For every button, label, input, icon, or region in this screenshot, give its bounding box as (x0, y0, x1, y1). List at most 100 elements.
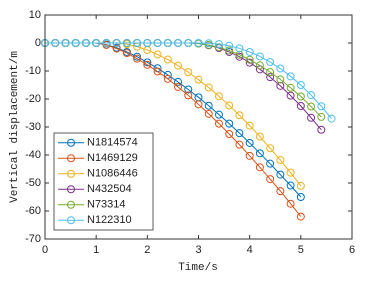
marker (255, 132, 264, 141)
marker (235, 111, 244, 120)
marker (184, 91, 193, 100)
marker (266, 73, 275, 82)
marker (214, 92, 223, 101)
marker (235, 50, 244, 59)
legend-label: N432504 (87, 183, 132, 195)
marker (163, 74, 172, 83)
legend-label: N1469129 (87, 152, 138, 164)
marker (235, 44, 244, 53)
marker (102, 39, 111, 47)
marker (317, 112, 326, 121)
x-tick-label: 3 (195, 244, 201, 256)
marker (286, 83, 295, 92)
marker (235, 129, 244, 138)
y-axis-label: Vertical displacement/m (9, 51, 21, 203)
legend-label: N73314 (87, 199, 126, 211)
marker (225, 101, 234, 110)
marker (276, 156, 285, 165)
marker (276, 64, 285, 73)
marker (245, 151, 254, 160)
legend-box (53, 132, 154, 231)
marker (245, 47, 254, 56)
marker (286, 72, 295, 81)
marker (225, 119, 234, 128)
marker (225, 41, 234, 50)
marker (317, 125, 326, 134)
marker (266, 144, 275, 153)
legend-marker (67, 138, 75, 147)
marker (214, 110, 223, 119)
y-tick-label: 0 (35, 37, 41, 49)
marker (276, 75, 285, 84)
x-axis-label: Time/s (178, 262, 218, 274)
x-tick-label: 6 (349, 244, 355, 256)
marker (81, 39, 90, 47)
marker (225, 46, 234, 55)
marker (276, 187, 285, 196)
y-tick-label: -70 (25, 233, 41, 245)
x-tick-label: 0 (42, 244, 48, 256)
legend-label: N122310 (87, 214, 132, 226)
x-tick-label: 4 (247, 244, 253, 256)
marker (286, 91, 295, 100)
x-tick-label: 1 (93, 244, 99, 256)
y-tick-label: -10 (25, 65, 41, 77)
marker (266, 175, 275, 184)
marker (296, 92, 305, 101)
marker (266, 68, 275, 77)
marker (61, 39, 70, 47)
marker (204, 83, 213, 92)
y-tick-label: -20 (25, 93, 41, 105)
marker (307, 113, 316, 122)
y-tick-label: -30 (25, 121, 41, 133)
marker (255, 149, 264, 158)
marker (327, 114, 336, 123)
marker (296, 193, 305, 201)
legend-marker (67, 216, 75, 225)
marker (245, 58, 254, 67)
marker (204, 101, 213, 110)
x-tick-label: 2 (144, 244, 150, 256)
marker (133, 39, 142, 47)
marker (235, 140, 244, 149)
marker (143, 60, 152, 69)
y-tick-label: -60 (25, 205, 41, 217)
y-tick-label: -50 (25, 177, 41, 189)
marker (307, 102, 316, 111)
marker (255, 61, 264, 70)
marker (194, 39, 203, 47)
marker (163, 55, 172, 64)
marker (174, 77, 183, 86)
legend-marker (67, 154, 75, 163)
marker (102, 40, 111, 49)
marker (204, 39, 213, 48)
marker (194, 75, 203, 84)
marker (317, 102, 326, 111)
marker (225, 130, 234, 138)
marker (143, 39, 152, 47)
marker (286, 168, 295, 177)
marker (245, 121, 254, 130)
marker (174, 82, 183, 91)
marker (163, 39, 172, 47)
marker (276, 170, 285, 179)
y-tick-label: -40 (25, 149, 41, 161)
marker (112, 39, 121, 47)
marker (245, 138, 254, 147)
marker (296, 212, 305, 221)
marker (296, 181, 305, 190)
marker (153, 39, 162, 47)
legend-marker (67, 200, 75, 209)
marker (307, 91, 316, 100)
marker (133, 54, 142, 63)
marker (153, 67, 162, 76)
x-tick-label: 5 (298, 244, 304, 256)
marker (286, 199, 295, 208)
marker (153, 50, 162, 59)
marker (92, 39, 101, 47)
marker (174, 61, 183, 70)
marker (214, 40, 223, 49)
marker (51, 39, 60, 47)
marker (194, 100, 203, 109)
